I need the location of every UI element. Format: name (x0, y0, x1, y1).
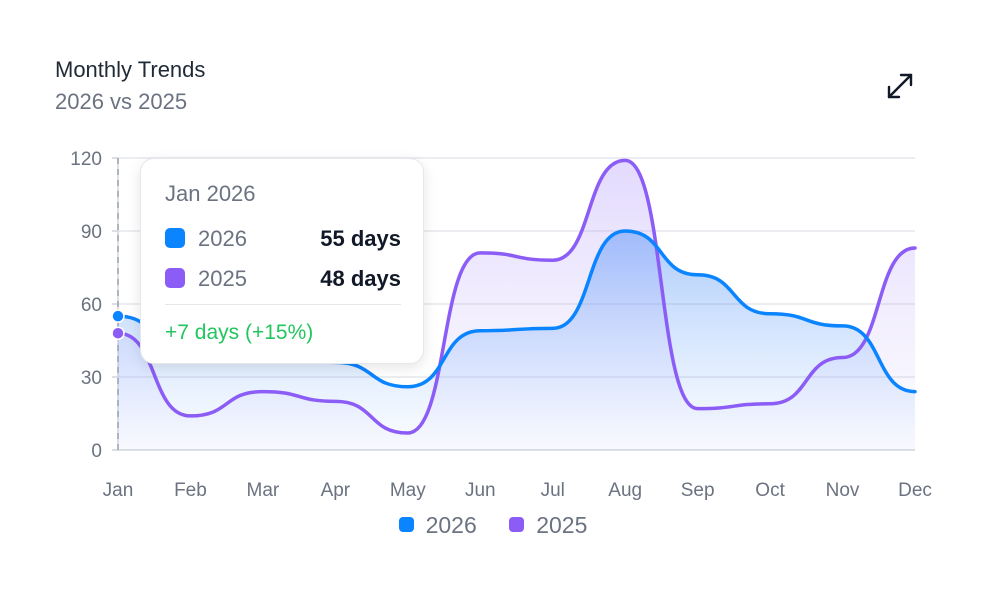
legend-swatch-2026 (398, 517, 414, 532)
tooltip-value-2025: 48 days (320, 266, 401, 291)
tooltip-row-2026: 2026 55 days (165, 226, 401, 251)
series-area-2025 (118, 160, 915, 450)
chart-legend: 2026 2025 (0, 512, 986, 540)
chart-tooltip: Jan 2026 2026 55 days 2025 48 days +7 da… (140, 158, 424, 364)
highlight-markers (111, 158, 125, 450)
tooltip-value-2026: 55 days (320, 226, 401, 251)
legend-item-2026[interactable]: 2026 (398, 512, 477, 539)
expand-icon (887, 73, 913, 99)
tooltip-label-2026: 2026 (198, 226, 247, 251)
series-area-2026 (118, 231, 915, 450)
x-tick-label: Jul (541, 480, 565, 501)
tooltip-swatch-2025 (165, 268, 185, 288)
y-tick-label: 0 (91, 441, 102, 462)
highlight-point-2026[interactable] (111, 309, 125, 323)
tooltip-label-2025: 2025 (198, 266, 247, 291)
y-tick-label: 90 (81, 222, 102, 243)
series-line-2025 (116, 158, 917, 435)
legend-swatch-2025 (509, 517, 525, 532)
highlight-point-2025[interactable] (111, 326, 125, 340)
chart-title: Monthly Trends (55, 57, 206, 82)
x-tick-label: Aug (608, 480, 642, 501)
x-tick-label: May (390, 480, 426, 501)
legend-item-2025[interactable]: 2025 (509, 512, 587, 539)
tooltip-row-2025: 2025 48 days (165, 266, 401, 291)
expand-button[interactable] (880, 66, 920, 106)
y-tick-label: 30 (81, 368, 102, 389)
tooltip-divider (165, 304, 401, 305)
tooltip-title: Jan 2026 (165, 181, 256, 206)
x-tick-label: Dec (898, 480, 932, 501)
x-tick-label: Mar (247, 480, 280, 501)
x-tick-label: Jun (465, 480, 496, 501)
y-tick-label: 120 (70, 149, 102, 170)
x-tick-label: Sep (681, 480, 715, 501)
y-tick-label: 60 (81, 295, 102, 316)
x-tick-label: Feb (174, 480, 207, 501)
x-axis: Jan Feb Mar Apr May Jun Jul Aug Sep Oct Nov Dec (103, 480, 932, 501)
y-axis: 0 30 60 90 120 (70, 149, 119, 462)
x-tick-label: Jan (103, 480, 134, 501)
x-tick-label: Nov (826, 480, 860, 501)
tooltip-swatch-2026 (165, 228, 185, 248)
legend-label-2026: 2026 (425, 512, 477, 538)
chart-subtitle: 2026 vs 2025 (55, 89, 188, 114)
legend-label-2025: 2025 (536, 512, 588, 538)
series-areas (118, 160, 915, 450)
x-tick-label: Apr (321, 480, 351, 501)
tooltip-delta: +7 days (+15%) (165, 321, 314, 344)
x-tick-label: Oct (755, 480, 785, 501)
